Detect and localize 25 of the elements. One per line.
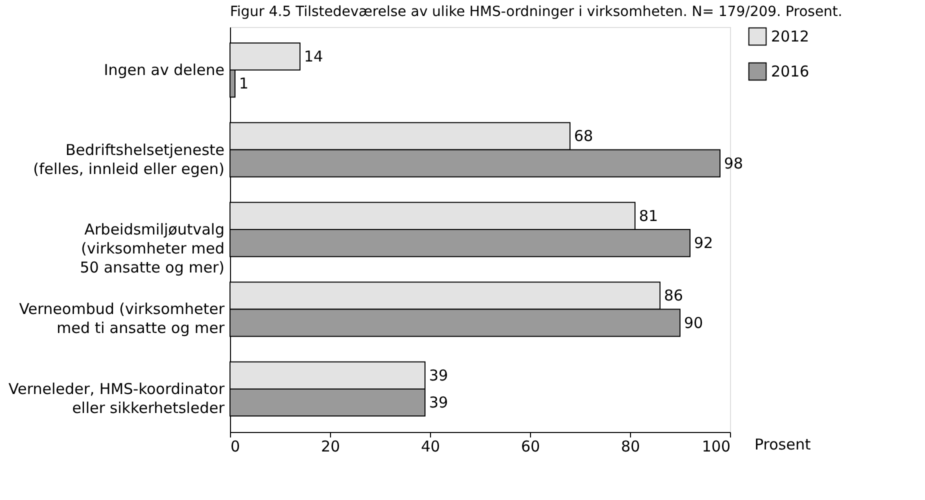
y-tick-label: Arbeidsmiljøutvalg (virksomheter med 50 ansatte og mer) — [80, 220, 224, 276]
y-tick-label: Ingen av delene — [104, 61, 224, 80]
data-label: 92 — [694, 234, 714, 252]
legend-label: 2012 — [771, 28, 810, 46]
data-label: 81 — [639, 206, 658, 225]
x-tick-label: 40 — [420, 438, 440, 456]
y-tick-label: Verneombud (virksomheter med ti ansatte og mer — [19, 300, 226, 338]
data-label: 86 — [664, 286, 684, 305]
y-tick-label: Verneleder, HMS-koordinator eller sikkerhetsleder — [8, 380, 226, 417]
data-label: 14 — [304, 48, 324, 66]
data-label: 98 — [724, 154, 744, 172]
data-label: 68 — [574, 127, 594, 146]
x-tick-label: 100 — [702, 438, 730, 456]
chart-title: Figur 4.5 Tilstedeværelse av ulike HMS-ordninger i virksomheten. N= 179/209. Prosent. — [230, 4, 842, 20]
legend-label: 2016 — [771, 62, 810, 80]
x-tick-label: 0 — [230, 438, 240, 456]
y-tick-label: Bedriftshelsetjeneste (felles, innleid eller egen) — [33, 140, 224, 178]
x-tick-label: 20 — [320, 438, 340, 456]
x-tick-label: 60 — [520, 438, 540, 456]
data-label: 39 — [429, 366, 448, 384]
data-label: 1 — [239, 74, 249, 93]
x-tick-label: 80 — [620, 438, 640, 456]
data-label: 90 — [684, 314, 704, 332]
x-axis-title: Prosent — [754, 436, 811, 454]
data-label: 39 — [429, 394, 448, 412]
